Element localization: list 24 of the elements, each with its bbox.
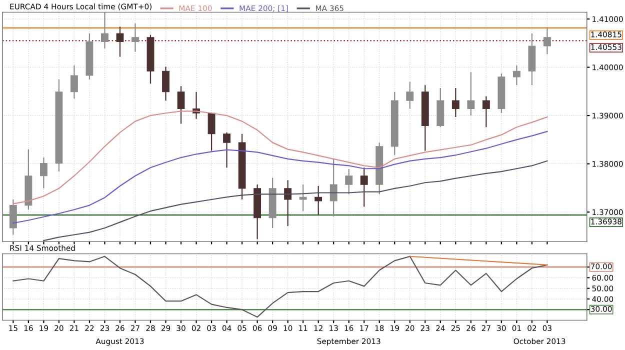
candlestick [223, 132, 231, 168]
candlestick [162, 66, 170, 102]
candlestick [177, 86, 185, 124]
candlestick [208, 112, 216, 152]
candlestick [345, 168, 353, 195]
candlestick [40, 156, 48, 189]
candlestick [9, 198, 17, 236]
candlestick [360, 167, 368, 208]
candlestick [284, 180, 292, 227]
candlestick [101, 12, 108, 49]
candlestick [330, 158, 338, 217]
candlestick [467, 72, 475, 116]
line-series [43, 160, 548, 242]
candlestick [314, 185, 322, 216]
candlestick [132, 22, 139, 52]
candlestick [452, 87, 460, 118]
candlestick [482, 96, 490, 128]
line-series [12, 256, 548, 318]
candlestick [543, 26, 551, 55]
candlestick [406, 81, 414, 110]
candlestick [116, 26, 124, 58]
candlestick [70, 64, 78, 100]
candlestick [512, 64, 520, 86]
candlestick [299, 184, 307, 212]
